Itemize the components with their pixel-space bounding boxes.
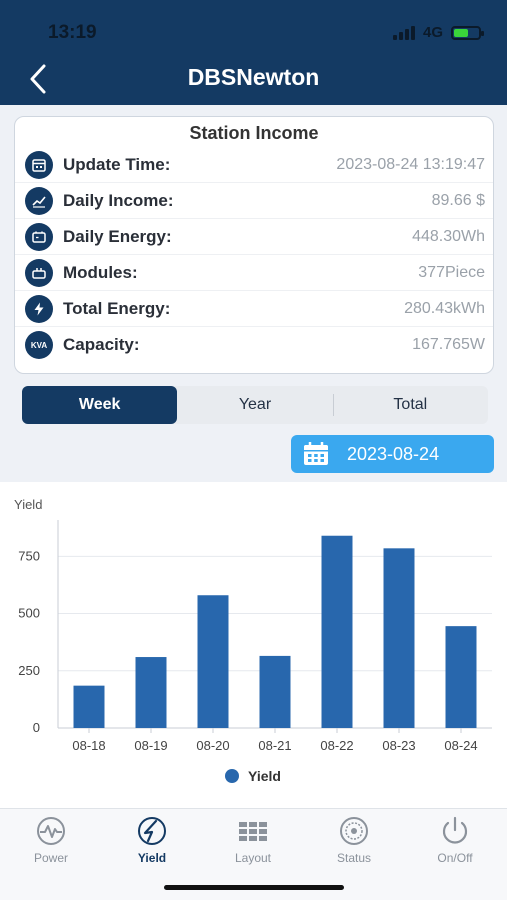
kva-icon: KVA xyxy=(25,331,53,359)
signal-icon xyxy=(392,25,415,40)
tab-layout[interactable]: Layout xyxy=(213,815,293,865)
y-tick-label: 750 xyxy=(18,548,40,563)
row-label: Capacity: xyxy=(63,335,140,354)
chevron-left-icon xyxy=(30,64,46,94)
battery-icon xyxy=(25,222,53,251)
status-indicators: 4G xyxy=(392,24,484,41)
tab-label: Status xyxy=(336,851,372,865)
legend-label: Yield xyxy=(248,768,281,784)
bar xyxy=(445,626,477,728)
info-row-capacity: KVA Capacity: 167.765W xyxy=(15,327,493,363)
info-row-daily-energy: Daily Energy: 448.30Wh xyxy=(15,219,493,255)
segment-year[interactable]: Year xyxy=(177,386,332,424)
tab-label: Power xyxy=(33,851,68,865)
x-tick-label: 08-24 xyxy=(444,738,477,753)
row-label: Modules: xyxy=(63,262,138,282)
status-gauge-icon xyxy=(314,815,394,847)
row-value: 377Piece xyxy=(418,263,485,281)
date-value: 2023-08-24 xyxy=(347,443,440,464)
tab-label: Layout xyxy=(234,851,272,865)
x-tick-label: 08-18 xyxy=(72,738,105,753)
info-row-daily-income: Daily Income: 89.66 $ xyxy=(15,183,493,219)
row-label: Daily Income: xyxy=(63,190,174,210)
status-time: 13:19 xyxy=(48,22,97,43)
on-off-icon xyxy=(415,815,495,847)
row-label: Update Time: xyxy=(63,154,171,174)
station-income-card: Station Income Update Time: 2023-08-24 1… xyxy=(14,116,494,374)
y-tick-label: 250 xyxy=(18,663,40,678)
bottom-tab-bar: Power Yield Layout Status On/Off xyxy=(0,808,507,900)
date-picker-button[interactable]: 2023-08-24 xyxy=(291,435,494,473)
tab-yield[interactable]: Yield xyxy=(112,815,192,865)
y-tick-label: 0 xyxy=(33,720,40,735)
tab-label: On/Off xyxy=(437,851,473,865)
y-tick-label: 500 xyxy=(18,606,40,621)
bar xyxy=(197,595,229,728)
bar xyxy=(321,535,353,728)
row-value: 167.765W xyxy=(412,336,485,353)
y-axis-label: Yield xyxy=(14,497,42,512)
segment-week[interactable]: Week xyxy=(22,386,178,424)
back-button[interactable] xyxy=(24,62,54,96)
x-tick-label: 08-19 xyxy=(134,738,167,753)
yield-icon xyxy=(112,815,192,847)
info-row-modules: Modules: 377Piece xyxy=(15,255,493,291)
row-value: 89.66 $ xyxy=(431,191,485,209)
row-value: 448.30Wh xyxy=(412,227,485,245)
segment-year-label: Year xyxy=(238,396,272,413)
network-label: 4G xyxy=(422,24,443,41)
tab-power[interactable]: Power xyxy=(11,815,91,865)
x-tick-label: 08-20 xyxy=(196,738,229,753)
page-title: DBSNewton xyxy=(187,64,320,90)
row-value: 2023-08-24 13:19:47 xyxy=(336,155,485,173)
row-value: 280.43kWh xyxy=(404,299,485,317)
tab-on-off[interactable]: On/Off xyxy=(415,815,495,865)
bar xyxy=(135,657,167,728)
card-title: Station Income xyxy=(189,123,319,143)
segment-total[interactable]: Total xyxy=(332,386,488,424)
info-row-total-energy: Total Energy: 280.43kWh xyxy=(15,291,493,327)
info-row-update-time: Update Time: 2023-08-24 13:19:47 xyxy=(15,147,493,183)
bar xyxy=(73,685,105,728)
battery-icon xyxy=(451,25,484,40)
module-icon xyxy=(25,258,53,287)
power-wave-icon xyxy=(11,815,91,847)
x-tick-label: 08-22 xyxy=(320,738,353,753)
calendar-icon xyxy=(304,442,328,465)
row-label: Total Energy: xyxy=(63,298,171,318)
legend-marker xyxy=(225,769,239,783)
segment-divider xyxy=(332,394,334,416)
app-header: 13:19 4G DBSNewton xyxy=(0,0,507,105)
bolt-icon xyxy=(25,294,53,323)
yield-chart: Yield 0 250 500 750 08-18 08-19 08-20 08-21 08-22… xyxy=(0,482,507,808)
x-tick-label: 08-21 xyxy=(258,738,291,753)
row-label: Daily Energy: xyxy=(63,226,172,246)
layout-grid-icon xyxy=(213,815,293,847)
calendar-icon xyxy=(25,150,53,179)
period-segmented-control: Week Year Total xyxy=(22,386,488,424)
x-tick-label: 08-23 xyxy=(382,738,415,753)
home-indicator xyxy=(164,885,344,890)
trend-icon xyxy=(25,186,53,215)
segment-total-label: Total xyxy=(393,396,428,413)
tab-status[interactable]: Status xyxy=(314,815,394,865)
yield-bar-chart: Yield 0 250 500 750 08-18 08-19 08-20 08-21 08-22… xyxy=(14,497,492,784)
kva-icon-text: KVA xyxy=(30,340,48,350)
bar xyxy=(259,655,291,728)
bar xyxy=(383,548,415,728)
tab-label: Yield xyxy=(137,851,167,865)
